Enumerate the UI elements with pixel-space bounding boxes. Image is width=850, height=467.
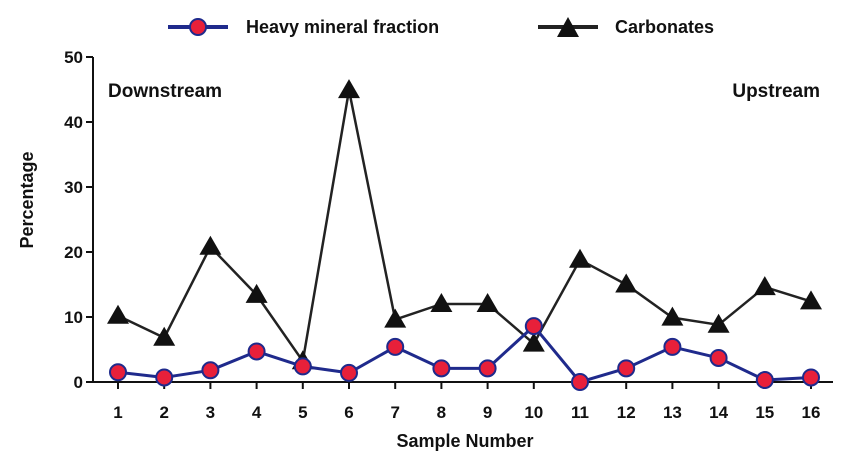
x-tick-label: 16 [802, 403, 821, 422]
data-point-carbonates [522, 332, 545, 352]
x-tick-label: 12 [617, 403, 636, 422]
series-line-carbonates [117, 88, 812, 363]
data-point-heavy-mineral-fraction [663, 337, 682, 356]
legend: Heavy mineral fraction Carbonates [168, 17, 714, 37]
series-line-heavy-mineral-fraction [117, 324, 812, 384]
x-tick-label: 2 [159, 403, 168, 422]
data-point-heavy-mineral-fraction [524, 317, 543, 336]
data-point-heavy-mineral-fraction [293, 357, 312, 376]
annotation-upstream: Upstream [732, 81, 820, 102]
series-layer [107, 79, 822, 391]
y-tick-label: 10 [64, 308, 83, 327]
data-point-heavy-mineral-fraction [755, 371, 774, 390]
x-tick-label: 4 [252, 403, 262, 422]
x-tick-label: 6 [344, 403, 353, 422]
x-tick-label: 10 [524, 403, 543, 422]
data-point-carbonates [107, 304, 129, 324]
y-tick-label: 30 [64, 178, 83, 197]
data-point-heavy-mineral-fraction [432, 359, 451, 378]
data-point-carbonates [338, 79, 360, 99]
data-point-carbonates [569, 248, 591, 268]
legend-label-carbonates: Carbonates [615, 17, 714, 37]
data-point-carbonates [476, 293, 499, 312]
x-axis-title: Sample Number [396, 431, 533, 451]
x-tick-label: 5 [298, 403, 307, 422]
data-point-carbonates [153, 326, 176, 346]
data-point-carbonates [800, 290, 822, 310]
x-tick-label: 7 [390, 403, 399, 422]
data-point-heavy-mineral-fraction [386, 337, 405, 356]
data-point-carbonates [753, 276, 776, 296]
data-point-heavy-mineral-fraction [709, 348, 728, 367]
data-point-heavy-mineral-fraction [109, 363, 127, 382]
data-point-heavy-mineral-fraction [247, 342, 266, 361]
data-point-carbonates [430, 293, 453, 312]
legend-label-heavy-mineral: Heavy mineral fraction [246, 17, 439, 37]
x-tick-label: 3 [206, 403, 215, 422]
x-tick-label: 15 [755, 403, 774, 422]
y-tick-label: 20 [64, 243, 83, 262]
data-point-carbonates [199, 235, 222, 255]
y-axis-ticks: 0 10 20 30 40 50 [64, 48, 93, 392]
x-axis-ticks: 1 2 3 4 5 6 7 8 9 10 11 12 13 14 15 16 [113, 382, 820, 422]
data-point-heavy-mineral-fraction [201, 361, 220, 380]
x-tick-label: 11 [571, 403, 589, 422]
data-point-carbonates [707, 313, 730, 333]
data-point-heavy-mineral-fraction [340, 363, 358, 382]
x-tick-label: 14 [709, 403, 728, 422]
data-point-carbonates [245, 283, 268, 303]
data-point-heavy-mineral-fraction [802, 368, 820, 387]
data-point-carbonates [661, 306, 684, 326]
y-tick-label: 0 [74, 373, 83, 392]
legend-marker-heavy-mineral [189, 18, 207, 36]
annotation-downstream: Downstream [108, 81, 222, 102]
data-point-carbonates [615, 273, 638, 293]
x-tick-label: 8 [437, 403, 446, 422]
data-point-heavy-mineral-fraction [571, 373, 589, 391]
data-point-heavy-mineral-fraction [478, 359, 497, 378]
x-tick-label: 13 [663, 403, 682, 422]
data-point-heavy-mineral-fraction [155, 368, 174, 387]
x-tick-label: 9 [483, 403, 492, 422]
data-point-carbonates [384, 308, 407, 328]
y-tick-label: 40 [64, 113, 83, 132]
y-tick-label: 50 [64, 48, 83, 67]
data-point-heavy-mineral-fraction [617, 359, 636, 378]
x-tick-label: 1 [113, 403, 122, 422]
y-axis-title: Percentage [17, 151, 37, 248]
legend-marker-carbonates [557, 17, 579, 37]
